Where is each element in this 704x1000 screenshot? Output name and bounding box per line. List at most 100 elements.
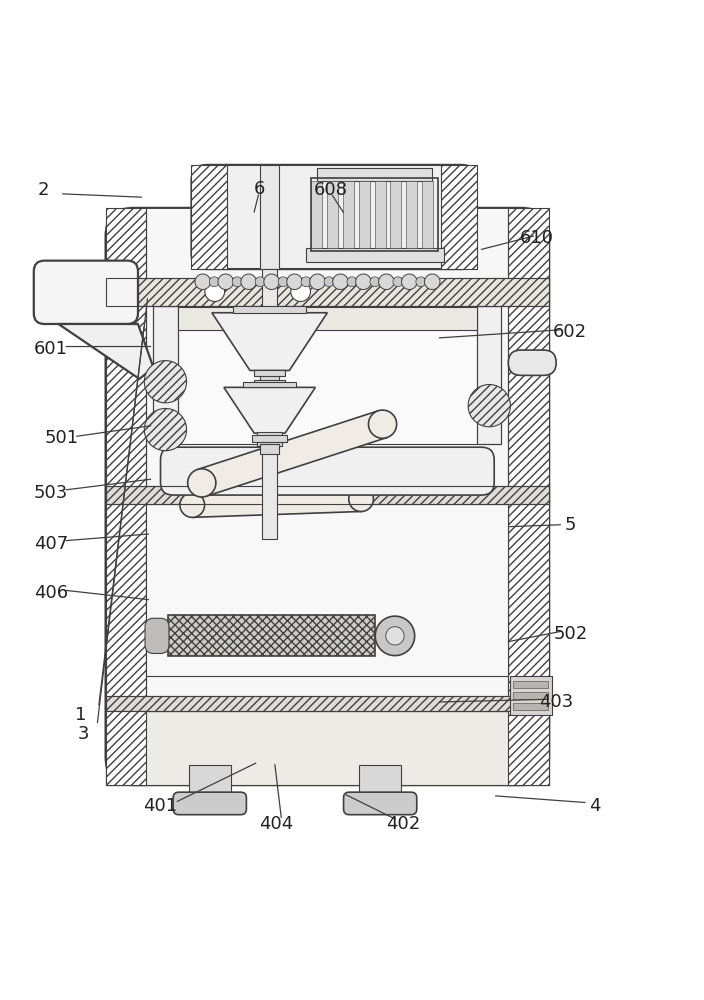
Polygon shape: [468, 385, 510, 427]
Polygon shape: [416, 277, 426, 287]
Bar: [178, 306, 477, 444]
FancyBboxPatch shape: [106, 208, 549, 785]
Text: 502: 502: [553, 625, 587, 643]
Text: 601: 601: [34, 340, 68, 358]
Polygon shape: [212, 313, 327, 370]
Bar: [106, 696, 549, 711]
Polygon shape: [348, 487, 373, 511]
Polygon shape: [401, 274, 417, 290]
Bar: [106, 278, 549, 306]
Bar: [153, 306, 178, 444]
Text: 406: 406: [34, 584, 68, 602]
Polygon shape: [189, 456, 360, 506]
Bar: [260, 370, 279, 386]
Polygon shape: [224, 387, 315, 433]
Polygon shape: [209, 277, 219, 287]
Bar: [262, 269, 277, 539]
Text: 503: 503: [34, 484, 68, 502]
Bar: [311, 181, 322, 248]
Polygon shape: [232, 277, 242, 287]
Polygon shape: [375, 616, 415, 656]
Polygon shape: [301, 277, 311, 287]
Bar: [513, 692, 548, 699]
Polygon shape: [356, 274, 371, 290]
Text: 610: 610: [520, 229, 553, 247]
Polygon shape: [144, 361, 187, 403]
FancyBboxPatch shape: [191, 165, 477, 269]
Bar: [189, 765, 231, 794]
FancyBboxPatch shape: [508, 350, 556, 375]
Polygon shape: [58, 324, 153, 379]
Text: 3: 3: [77, 725, 89, 743]
Bar: [317, 168, 432, 181]
Bar: [359, 181, 370, 248]
Polygon shape: [386, 627, 404, 645]
Text: 1: 1: [75, 706, 87, 724]
Polygon shape: [278, 277, 288, 287]
Bar: [146, 504, 508, 676]
Polygon shape: [144, 408, 187, 451]
Bar: [233, 306, 306, 313]
Polygon shape: [425, 274, 440, 290]
Bar: [168, 615, 375, 656]
Text: 602: 602: [553, 323, 587, 341]
Text: 403: 403: [539, 693, 573, 711]
Bar: [191, 165, 227, 269]
FancyBboxPatch shape: [344, 792, 417, 815]
Bar: [508, 711, 549, 785]
Bar: [106, 486, 549, 504]
Bar: [513, 703, 548, 710]
Bar: [390, 181, 401, 248]
Polygon shape: [347, 277, 357, 287]
Bar: [375, 181, 386, 248]
Bar: [254, 380, 285, 386]
Bar: [254, 370, 285, 376]
Bar: [260, 165, 279, 269]
Text: 402: 402: [386, 815, 420, 833]
Bar: [178, 307, 477, 330]
FancyBboxPatch shape: [145, 618, 169, 653]
Polygon shape: [177, 456, 204, 483]
FancyBboxPatch shape: [34, 261, 138, 324]
Bar: [441, 165, 477, 269]
Polygon shape: [218, 274, 234, 290]
Polygon shape: [205, 282, 225, 301]
Polygon shape: [393, 277, 403, 287]
Bar: [260, 444, 279, 454]
FancyBboxPatch shape: [161, 447, 494, 495]
Bar: [257, 432, 282, 446]
Polygon shape: [264, 274, 279, 290]
Bar: [513, 681, 548, 688]
Bar: [422, 181, 433, 248]
Bar: [477, 306, 501, 444]
Text: 407: 407: [34, 535, 68, 553]
FancyBboxPatch shape: [173, 792, 246, 815]
Bar: [106, 696, 549, 711]
Text: 4: 4: [589, 797, 601, 815]
Polygon shape: [370, 277, 380, 287]
Text: 2: 2: [38, 181, 49, 199]
Bar: [106, 208, 146, 785]
Text: 608: 608: [314, 181, 348, 199]
Bar: [359, 765, 401, 794]
Text: 401: 401: [144, 797, 177, 815]
Bar: [311, 178, 438, 251]
Polygon shape: [345, 479, 372, 506]
Bar: [327, 181, 338, 248]
Text: 5: 5: [565, 516, 576, 534]
Bar: [106, 711, 549, 785]
Bar: [306, 248, 444, 262]
Polygon shape: [256, 277, 265, 287]
Polygon shape: [197, 411, 387, 496]
Bar: [252, 435, 287, 442]
Polygon shape: [188, 469, 216, 497]
Polygon shape: [180, 493, 205, 517]
Polygon shape: [241, 274, 256, 290]
Bar: [106, 486, 549, 504]
Text: 501: 501: [44, 429, 78, 447]
Bar: [508, 208, 549, 785]
Polygon shape: [333, 274, 348, 290]
Polygon shape: [379, 274, 394, 290]
Bar: [243, 382, 296, 387]
Polygon shape: [368, 410, 396, 438]
